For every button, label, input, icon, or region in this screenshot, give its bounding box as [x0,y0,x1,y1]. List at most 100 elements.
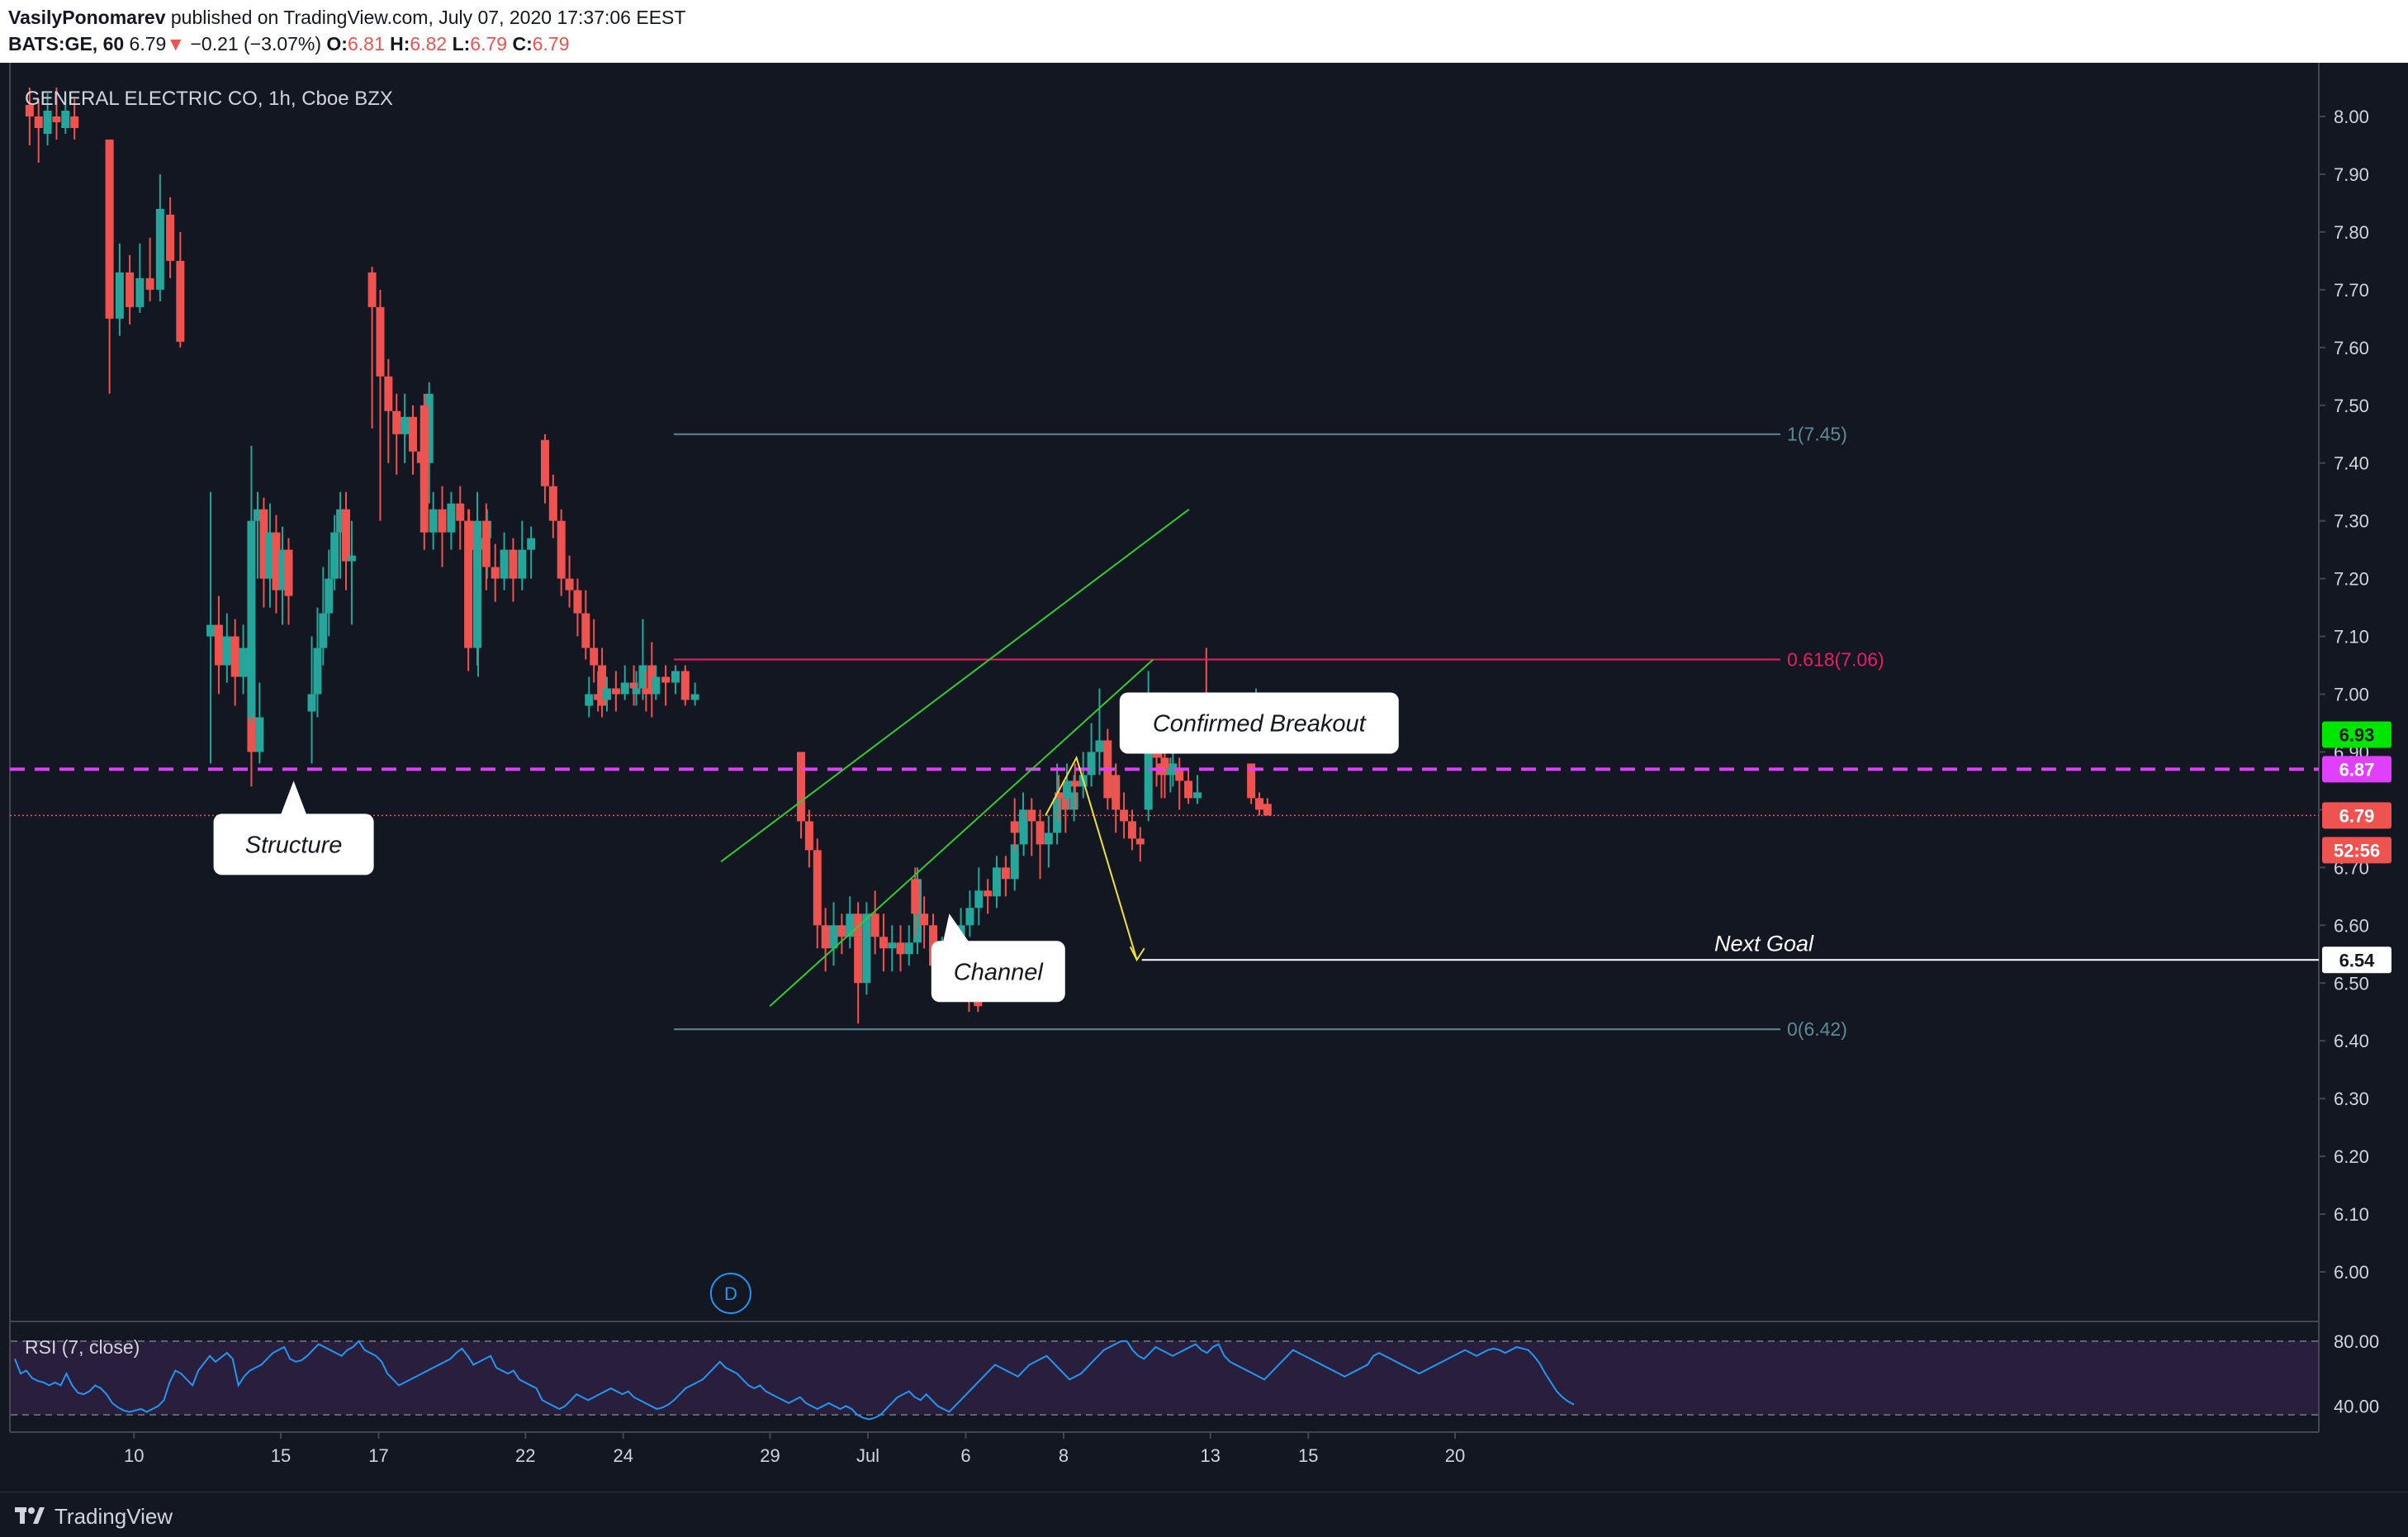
candle-body [230,636,239,677]
candle-body [408,416,417,452]
chart-title: GENERAL ELECTRIC CO, 1h, Cboe BZX [25,88,393,110]
candle-body [239,648,248,677]
candle-body [500,549,509,579]
candle-body [145,278,154,290]
candle-body [135,278,145,307]
price-badge-label: 52:56 [2334,840,2380,861]
candle-body [611,688,620,695]
y-tick-label: 7.50 [2334,396,2369,416]
candle-body [206,624,216,637]
candle-body [1010,844,1019,880]
fibonacci-retracement[interactable]: 1(7.45) 0.618(7.06) 0(6.42) [674,424,1884,1040]
candle-body [277,549,287,591]
candle-body [115,272,124,319]
candle-body [1144,740,1153,810]
y-tick-label: 7.00 [2334,685,2369,705]
candle-body [1184,780,1193,799]
candle-body [581,613,590,648]
candle-body [862,913,871,984]
close-value: 6.79 [532,33,570,55]
candle-body [34,116,43,128]
price-badge-label: 6.79 [2339,805,2375,826]
candle-body [52,116,61,122]
candle-body [420,405,429,533]
candle-body [1127,821,1136,839]
fib-level-label: 0.618(7.06) [1787,649,1884,671]
price-chart[interactable]: 1(7.45) 0.618(7.06) 0(6.42) Next Goal D 8.0… [0,63,2408,1492]
rsi-label: RSI (7, close) [25,1336,140,1358]
channel-lower-line [769,658,1154,1007]
candle-body [25,105,34,116]
candle-body [1112,775,1121,810]
arrow-head-icon [1129,946,1145,962]
candle-body [540,439,549,486]
rsi-tick-label: 80.00 [2334,1331,2379,1352]
fib-level-label: 1(7.45) [1787,424,1847,445]
candle-body [464,520,473,648]
drawings[interactable]: Next Goal D [10,508,2319,1314]
publisher-line: VasilyPonomarev published on TradingView… [8,7,685,29]
dividend-marker-icon [709,1273,751,1314]
candle-body [43,111,52,134]
candle-body [629,682,638,689]
ohlc-line: BATS:GE, 60 6.79▼ −0.21 (−3.07%) O:6.81 … [8,33,570,55]
candle-body [565,578,574,591]
price-badges: 6.93 6.87 6.79 52:56 6.54 [2322,721,2391,974]
y-tick-label: 6.60 [2334,915,2369,936]
candle-body [61,111,70,128]
next-goal-label: Next Goal [1714,931,1814,956]
candle-body [456,503,465,521]
y-tick-label: 7.30 [2334,511,2369,532]
candle-body [518,549,527,579]
author-name[interactable]: VasilyPonomarev [8,7,166,28]
candle-body [1247,763,1256,799]
x-tick-label: 24 [614,1445,633,1466]
candle-body [384,376,393,411]
high-value: 6.82 [410,33,448,55]
candle-body [253,509,262,521]
axes: 8.00 7.90 7.80 7.70 7.60 7.50 7.40 7.30 7.20 7.10… [124,107,2379,1466]
candle-body [1061,798,1070,810]
candle-body [342,509,350,562]
candle-body [920,913,929,926]
last-price: 6.79 [129,33,167,55]
candle-body [1062,780,1071,799]
callout-box [1119,692,1399,754]
callout-pointer [280,780,307,816]
brand-name[interactable]: TradingView [55,1504,173,1529]
callout-text: Structure [245,832,343,858]
publication-header: VasilyPonomarev published on TradingView… [0,0,2408,63]
candle-body [594,694,603,700]
x-tick-label: 15 [271,1445,291,1466]
candle-body [821,925,830,949]
x-tick-label: 8 [1059,1445,1069,1466]
callout-pointer [942,913,969,943]
candle-body [904,942,913,955]
candle-body [265,532,274,579]
candle-body [638,665,647,689]
candle-body [1175,769,1184,781]
x-tick-label: 6 [960,1445,970,1466]
fib-level-label: 0(6.42) [1787,1018,1847,1040]
y-tick-label: 7.20 [2334,569,2369,590]
candle-body [632,688,641,695]
rsi-band [11,1340,2318,1416]
candle-body [870,913,879,937]
high-label: H: [390,33,410,55]
candle-body [598,665,607,706]
candle-body [438,509,447,533]
candle-body [1001,867,1010,880]
candle-body [319,613,328,648]
channel-upper-line [720,508,1190,863]
candle-body [1036,821,1045,845]
candle-body [1010,821,1019,833]
callout-text: Confirmed Breakout [1153,710,1368,737]
candle-body [846,913,855,937]
open-label: O: [326,33,348,55]
annotations[interactable]: Structure Channel Confirmed Breakout [213,692,1399,1003]
y-tick-label: 6.00 [2334,1262,2369,1283]
x-tick-label: 20 [1445,1445,1465,1466]
tradingview-logo-icon[interactable] [13,1502,46,1527]
price-badge-label: 6.87 [2339,759,2375,780]
candle-body [1053,798,1062,833]
